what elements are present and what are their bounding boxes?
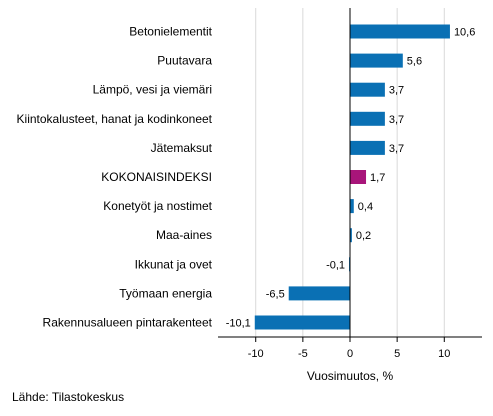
value-label-11: -10,1 <box>226 318 251 330</box>
bars <box>254 24 450 330</box>
x-tick-label-0: 0 <box>347 348 353 360</box>
bar-4 <box>350 111 385 126</box>
x-tick-label--5: -5 <box>298 348 308 360</box>
value-label-5: 3,7 <box>389 143 404 155</box>
value-label-7: 0,4 <box>358 201 373 213</box>
category-label-8: Maa-aines <box>156 228 212 242</box>
bar-8 <box>350 228 352 243</box>
x-axis-title: Vuosimuutos, % <box>307 369 394 383</box>
value-label-4: 3,7 <box>389 114 404 126</box>
value-label-9: -0,1 <box>326 259 345 271</box>
category-label-11: Rakennusalueen pintarakenteet <box>43 316 213 330</box>
x-tick-label-10: 10 <box>438 348 450 360</box>
bar-11 <box>254 315 350 330</box>
category-label-7: Konetyöt ja nostimet <box>103 199 212 213</box>
value-label-6: 1,7 <box>370 172 385 184</box>
value-label-3: 3,7 <box>389 85 404 97</box>
value-label-2: 5,6 <box>407 56 422 68</box>
bar-10 <box>288 286 350 301</box>
bar-5 <box>350 140 385 155</box>
value-label-1: 10,6 <box>454 27 475 39</box>
value-label-10: -6,5 <box>266 288 285 300</box>
category-label-4: Kiintokalusteet, hanat ja kodinkoneet <box>17 112 213 126</box>
bar-2 <box>350 53 403 68</box>
bar-1 <box>350 24 450 39</box>
category-label-5: Jätemaksut <box>151 141 213 155</box>
category-label-1: Betonielementit <box>129 25 212 39</box>
x-tick-label-5: 5 <box>394 348 400 360</box>
bar-6 <box>350 170 367 184</box>
x-tick-label--10: -10 <box>248 348 264 360</box>
category-label-3: Lämpö, vesi ja viemäri <box>93 83 212 97</box>
category-label-9: Ikkunat ja ovet <box>135 257 213 271</box>
source-note: Lähde: Tilastokeskus <box>12 390 125 404</box>
bar-3 <box>350 82 385 97</box>
category-label-10: Työmaan energia <box>119 286 212 300</box>
category-label-2: Puutavara <box>157 54 212 68</box>
bar-7 <box>350 199 354 214</box>
category-labels: Betonielementit Puutavara Lämpö, vesi ja v… <box>17 25 213 330</box>
category-label-6: KOKONAISINDEKSI <box>101 170 212 184</box>
x-ticks: -10 -5 0 5 10 <box>248 337 450 360</box>
value-label-8: 0,2 <box>356 230 371 242</box>
value-labels: 10,6 5,6 3,7 3,7 3,7 1,7 0,4 0,2 -0,1 -6,5 -10,1 <box>226 27 476 330</box>
